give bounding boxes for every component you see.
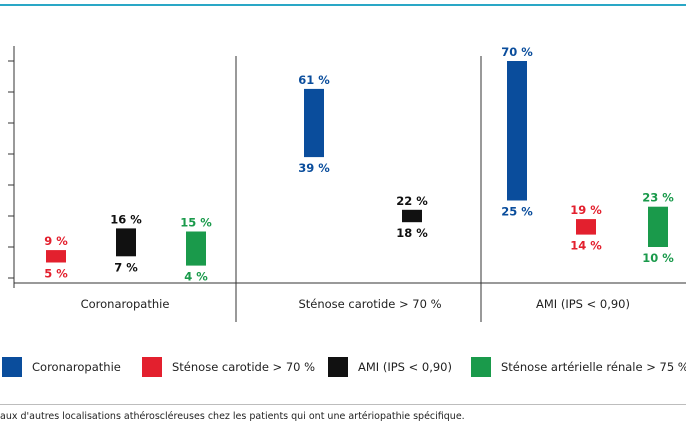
legend-item-stenose-renale: Sténose artérielle rénale > 75 % — [471, 352, 686, 382]
x-tick-label: Coronaropathie — [81, 297, 170, 311]
top-rule — [0, 4, 686, 6]
data-label-min: 25 % — [501, 205, 533, 219]
data-label-min: 4 % — [184, 270, 208, 284]
data-label-min: 7 % — [114, 260, 138, 274]
data-label-min: 18 % — [396, 226, 428, 240]
legend-label-ami: AMI (IPS < 0,90) — [358, 360, 452, 374]
data-label-min: 14 % — [570, 239, 602, 253]
range-bar — [402, 209, 422, 223]
data-label-max: 15 % — [180, 216, 212, 230]
axes-layer: Coronaropathie Sténose carotide > 70 % AMI… — [8, 46, 686, 322]
x-tick-label: AMI (IPS < 0,90) — [536, 297, 630, 311]
data-label-max: 16 % — [110, 212, 142, 226]
data-label-min: 5 % — [44, 267, 68, 281]
data-label-max: 9 % — [44, 234, 68, 248]
legend-item-stenose-carotide: Sténose carotide > 70 % — [142, 352, 315, 382]
x-tick-label: Sténose carotide > 70 % — [298, 297, 441, 311]
data-label-max: 70 % — [501, 45, 533, 59]
range-bar — [576, 219, 596, 235]
legend-swatch-coronaropathie — [2, 357, 22, 377]
range-bar — [648, 206, 668, 247]
legend-swatch-ami — [328, 357, 348, 377]
legend-swatch-stenose-renale — [471, 357, 491, 377]
bars-layer — [46, 61, 668, 266]
legend-label-coronaropathie: Coronaropathie — [32, 360, 121, 374]
data-label-min: 10 % — [642, 251, 674, 265]
chart: Coronaropathie Sténose carotide > 70 % AMI… — [8, 45, 686, 322]
figure-caption: aux d'autres localisations athéroscléreu… — [0, 411, 465, 422]
data-label-max: 19 % — [570, 203, 602, 217]
bottom-rule — [0, 404, 686, 405]
data-label-min: 39 % — [298, 161, 330, 175]
range-bar — [186, 231, 206, 266]
legend-label-stenose-carotide: Sténose carotide > 70 % — [172, 360, 316, 374]
range-bar — [507, 61, 527, 201]
legend-swatch-stenose-carotide — [142, 357, 162, 377]
legend-label-stenose-renale: Sténose artérielle rénale > 75 % — [501, 360, 686, 374]
labels-layer: 61 % 39 % 70 % 25 % 9 % 5 % 19 % 14 % 16 % 7 % 22 … — [44, 45, 674, 284]
data-label-max: 22 % — [396, 194, 428, 208]
legend-item-coronaropathie: Coronaropathie — [2, 352, 121, 382]
legend-item-ami: AMI (IPS < 0,90) — [328, 352, 452, 382]
range-bar — [116, 228, 136, 257]
range-bar — [304, 88, 324, 158]
data-label-max: 23 % — [642, 191, 674, 205]
data-label-max: 61 % — [298, 73, 330, 87]
legend: Coronaropathie Sténose carotide > 70 % A… — [0, 352, 686, 382]
range-bar — [46, 250, 66, 263]
